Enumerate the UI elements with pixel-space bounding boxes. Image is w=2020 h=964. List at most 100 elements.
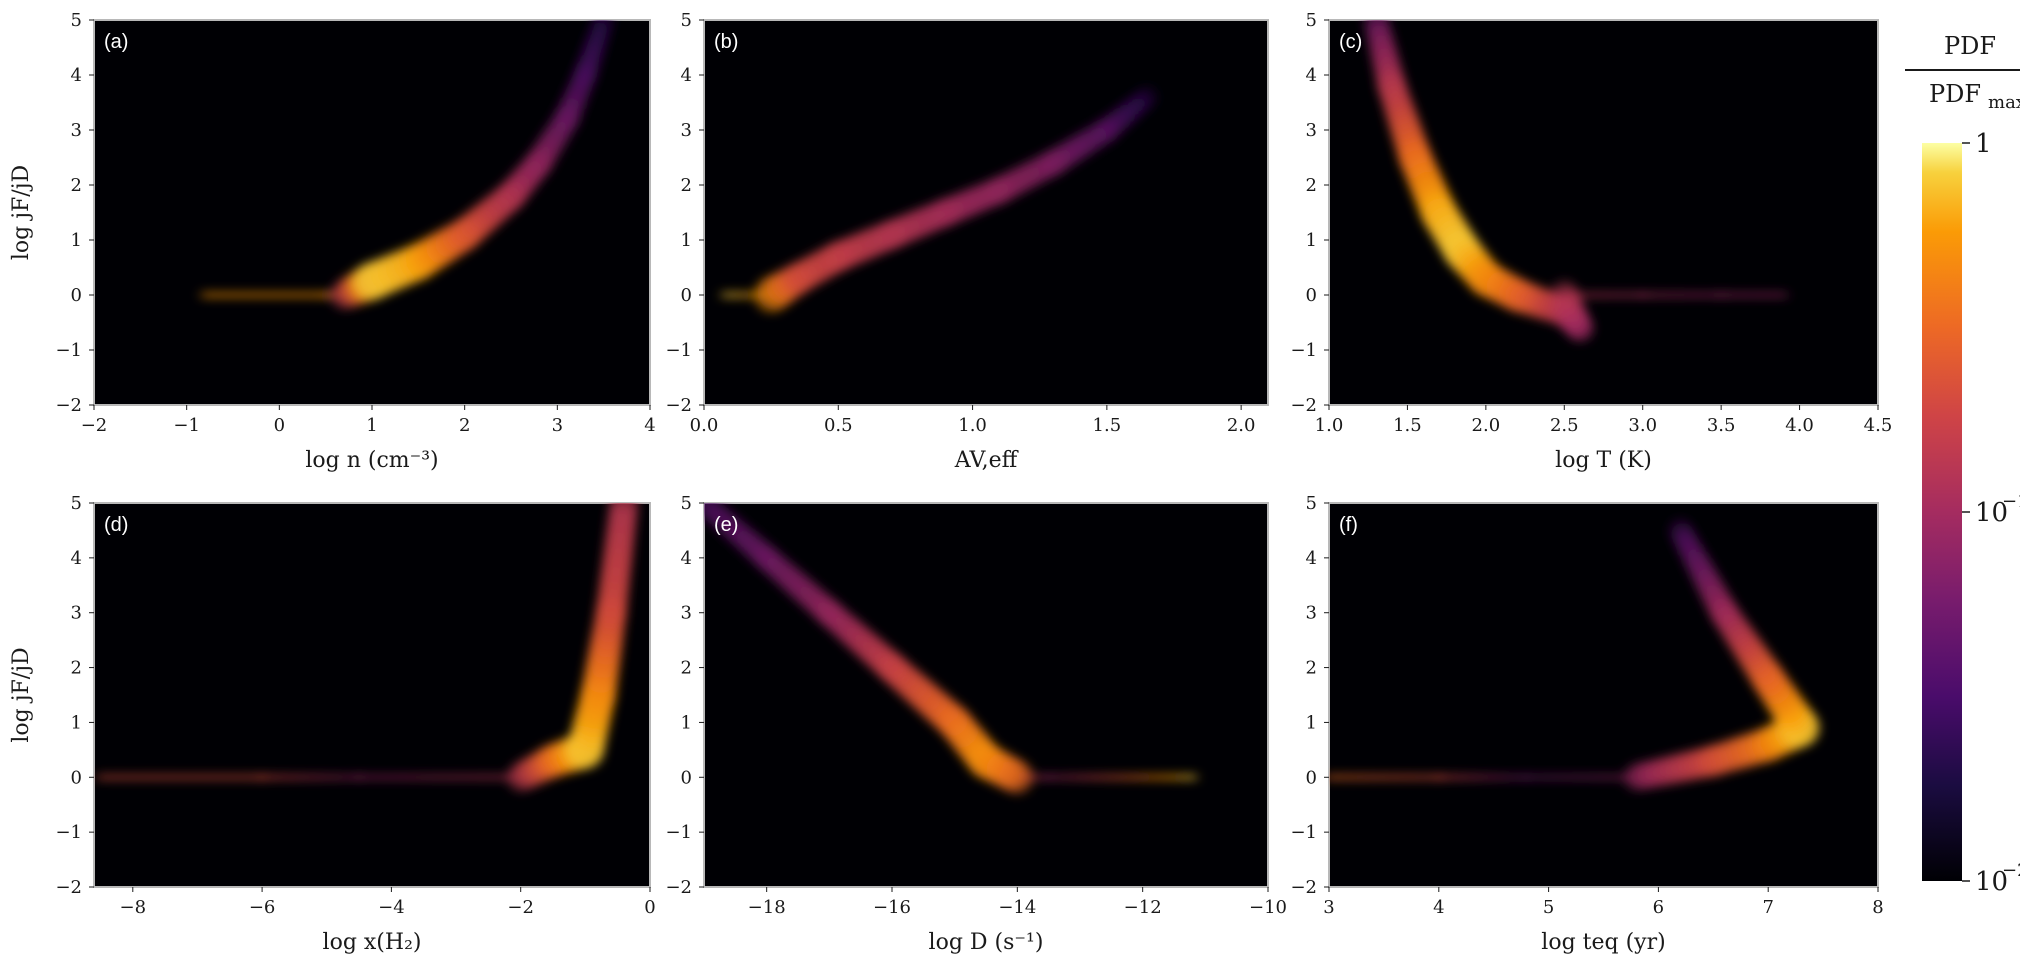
x-tick-label: 4 <box>644 415 655 436</box>
y-tick-label: 4 <box>1306 65 1317 86</box>
density-point <box>592 20 615 31</box>
x-axis-label: log T (K) <box>1555 448 1652 473</box>
y-tick-label: 3 <box>681 603 692 624</box>
y-tick-label: 1 <box>1306 230 1317 251</box>
y-tick-label: 2 <box>71 658 82 679</box>
y-tick-label: 1 <box>71 712 82 733</box>
x-tick-label: 1.5 <box>1393 415 1422 436</box>
panel-c: 1.0 1.5 2.0 2.5 3.0 3.5 4.0 4.5 −2 −1 0 1 2 3 4 5 (c) log… <box>1290 10 1893 473</box>
colorbar: PDF PDF max 110−110−2 <box>1905 32 2020 897</box>
plot-area <box>703 19 1269 406</box>
y-tick-label: −2 <box>665 395 692 416</box>
density-ridge <box>704 503 1200 795</box>
x-axis-label: log teq (yr) <box>1541 930 1665 955</box>
y-tick-label: −2 <box>1290 877 1317 898</box>
x-tick-label: −2 <box>81 415 108 436</box>
density-ridge <box>94 503 640 793</box>
x-tick-label: 1.5 <box>1093 415 1122 436</box>
y-tick-label: 5 <box>1306 493 1317 514</box>
y-tick-label: 0 <box>71 285 82 306</box>
y-tick-label: 2 <box>71 175 82 196</box>
y-tick-label: 4 <box>71 65 82 86</box>
y-tick-label: 2 <box>681 658 692 679</box>
colorbar-tick-exponent: −2 <box>2002 860 2020 881</box>
y-tick-label: 2 <box>1306 175 1317 196</box>
x-tick-label: 4.5 <box>1864 415 1893 436</box>
colorbar-tick-exponent: −1 <box>2002 491 2020 512</box>
y-tick-label: −2 <box>665 877 692 898</box>
y-tick-label: 1 <box>681 712 692 733</box>
x-tick-label: 0 <box>274 415 285 436</box>
y-tick-label: −1 <box>665 822 692 843</box>
x-tick-label: 0.5 <box>824 415 853 436</box>
y-tick-label: 0 <box>681 767 692 788</box>
x-tick-label: −16 <box>873 897 911 918</box>
x-tick-label: 2.5 <box>1550 415 1579 436</box>
panel-d: −8 −6 −4 −2 0 −2 −1 0 1 2 3 4 5 (d) log x(H₂) log jF/jD <box>9 493 656 955</box>
colorbar-tick-label: 10 <box>1975 498 2008 528</box>
x-tick-label: 2.0 <box>1227 415 1256 436</box>
x-tick-label: 4.0 <box>1785 415 1814 436</box>
x-tick-label: −1 <box>173 415 200 436</box>
y-tick-label: −1 <box>1290 340 1317 361</box>
x-axis-label: log D (s⁻¹) <box>929 930 1044 955</box>
x-tick-label: −10 <box>1249 897 1287 918</box>
x-tick-label: 3 <box>552 415 563 436</box>
plot-area <box>703 502 1269 888</box>
y-tick-label: 5 <box>681 493 692 514</box>
x-tick-label: 4 <box>1433 897 1444 918</box>
colorbar-title-denominator: PDF <box>1929 80 1981 108</box>
plot-area <box>93 502 651 888</box>
panel-label: (f) <box>1339 514 1358 536</box>
x-axis-label: log n (cm⁻³) <box>305 448 438 473</box>
x-tick-label: −6 <box>249 897 276 918</box>
y-tick-label: 2 <box>1306 658 1317 679</box>
y-tick-label: 1 <box>1306 712 1317 733</box>
y-tick-label: 0 <box>71 767 82 788</box>
colorbar-gradient <box>1922 143 1962 881</box>
y-tick-label: −2 <box>55 877 82 898</box>
density-ridge <box>198 20 615 310</box>
y-tick-label: −2 <box>55 395 82 416</box>
x-tick-label: 3.0 <box>1628 415 1657 436</box>
y-tick-label: 4 <box>681 65 692 86</box>
colorbar-ticks: 110−110−2 <box>1962 129 2020 897</box>
y-tick-label: 4 <box>1306 548 1317 569</box>
x-axis-label: AV,eff <box>954 448 1019 473</box>
density-point <box>1668 518 1693 543</box>
x-tick-label: 8 <box>1872 897 1883 918</box>
y-axis-label: log jF/jD <box>9 165 34 260</box>
y-tick-label: 5 <box>1306 10 1317 31</box>
colorbar-tick-label: 10 <box>1975 867 2008 897</box>
x-tick-label: 7 <box>1762 897 1773 918</box>
y-tick-label: 4 <box>681 548 692 569</box>
x-tick-label: 2.0 <box>1472 415 1501 436</box>
x-tick-label: −2 <box>507 897 534 918</box>
x-tick-label: 6 <box>1653 897 1664 918</box>
y-tick-label: 3 <box>1306 603 1317 624</box>
x-tick-label: −4 <box>378 897 405 918</box>
x-tick-label: 2 <box>459 415 470 436</box>
plot-area <box>93 19 651 406</box>
y-tick-label: 1 <box>681 230 692 251</box>
panel-label: (d) <box>104 514 128 536</box>
panel-label: (c) <box>1339 31 1362 53</box>
density-point <box>1776 292 1791 298</box>
y-tick-label: −1 <box>55 340 82 361</box>
x-tick-label: 1.0 <box>958 415 987 436</box>
y-tick-label: 3 <box>71 120 82 141</box>
panel-label: (b) <box>714 31 738 53</box>
y-tick-label: 2 <box>681 175 692 196</box>
y-tick-label: 3 <box>681 120 692 141</box>
y-tick-label: 5 <box>71 493 82 514</box>
panel-f: 3 4 5 6 7 8 −2 −1 0 1 2 3 4 5 (f) log teq (yr) <box>1290 493 1883 955</box>
y-axis-label: log jF/jD <box>9 647 34 742</box>
x-tick-label: −8 <box>120 897 147 918</box>
density-ridge <box>718 86 1159 313</box>
x-tick-label: −14 <box>998 897 1036 918</box>
colorbar-tick-label: 1 <box>1975 129 1992 159</box>
x-tick-label: 1.0 <box>1315 415 1344 436</box>
x-tick-label: 3 <box>1323 897 1334 918</box>
